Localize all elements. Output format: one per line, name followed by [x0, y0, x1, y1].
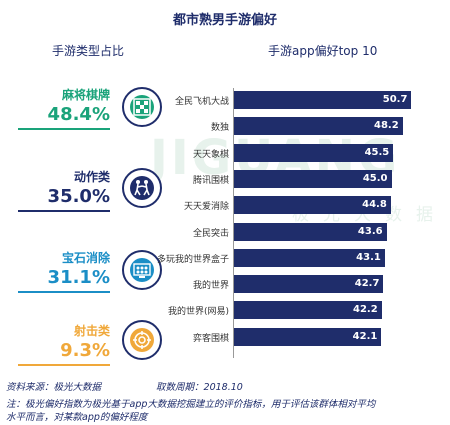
- bar-value: 50.7: [382, 94, 408, 105]
- bar-value: 48.2: [374, 120, 399, 132]
- category-shooter: 射击类 9.3%: [0, 322, 110, 366]
- left-section-title: 手游类型占比: [52, 44, 125, 58]
- category-pct: 31.1%: [47, 267, 110, 288]
- mahjong-icon: [133, 98, 151, 116]
- bar-label: 弈客围棋: [192, 333, 229, 344]
- bar: [234, 248, 385, 267]
- bar: [234, 222, 387, 241]
- mahjong-icon-badge: [122, 87, 162, 127]
- category-name: 射击类: [73, 324, 110, 338]
- bar-label: 我的世界: [192, 281, 229, 292]
- gem-grid-icon: [133, 263, 151, 278]
- shooter-icon-badge: [122, 320, 162, 360]
- category-underline: [18, 291, 110, 293]
- bar-label: 全民飞机大战: [174, 97, 229, 107]
- bar-value: 42.7: [354, 278, 380, 290]
- bar-value: 42.1: [352, 330, 378, 342]
- bar: [234, 169, 392, 188]
- bar-label: 数独: [210, 123, 229, 134]
- action-icon-badge: [122, 168, 162, 208]
- period-text: 取数周期：2018.10: [156, 382, 243, 393]
- footer-note2: 水平而言，对某款app的偏好程度: [6, 412, 148, 423]
- right-section-title: 手游app偏好top 10: [268, 44, 378, 58]
- bar: [234, 117, 403, 136]
- category-pct: 48.4%: [47, 104, 110, 125]
- crosshair-icon: [133, 331, 151, 349]
- category-underline: [18, 364, 110, 366]
- category-mahjong: 麻将棋牌 48.4%: [0, 86, 110, 130]
- bar-label: 全民突击: [192, 228, 229, 239]
- category-pct: 35.0%: [47, 186, 110, 207]
- bar-label: 腾讯围棋: [192, 175, 229, 186]
- y-axis-line: [233, 88, 234, 358]
- match-icon-badge: [122, 250, 162, 290]
- fighting-icon: [134, 180, 150, 196]
- bar: [234, 91, 412, 109]
- category-name: 宝石消除: [61, 251, 110, 265]
- bar-label: 多玩我的世界盒子: [156, 254, 229, 265]
- category-name: 麻将棋牌: [61, 88, 110, 102]
- bar: [234, 196, 391, 215]
- category-pct: 9.3%: [60, 340, 110, 361]
- bar-label: 天天象棋: [192, 149, 229, 160]
- bar-label: 天天爱消除: [183, 202, 229, 213]
- category-action: 动作类 35.0%: [0, 168, 110, 212]
- bar: [234, 327, 382, 346]
- footer-source: 资料来源：极光大数据 取数周期：2018.10: [6, 379, 243, 393]
- category-underline: [18, 210, 110, 212]
- badge-fill: [130, 176, 154, 200]
- bar-value: 44.8: [362, 199, 387, 211]
- bar: [234, 275, 384, 294]
- category-match: 宝石消除 31.1%: [0, 249, 110, 293]
- bar-value: 45.0: [362, 172, 388, 184]
- bar-value: 42.2: [353, 304, 378, 316]
- bar-value: 43.1: [356, 251, 381, 263]
- category-underline: [18, 128, 110, 130]
- footer-note1: 注：极光偏好指数为极光基于app大数据挖掘建立的评价指标，用于评估该群体相对平均: [6, 399, 376, 410]
- source-text: 资料来源：极光大数据: [6, 382, 102, 393]
- bar-label: 我的世界(网易): [167, 307, 229, 318]
- bar: [234, 301, 382, 320]
- bar-value: 43.6: [357, 225, 383, 237]
- bar-value: 45.5: [364, 146, 390, 158]
- category-name: 动作类: [73, 170, 110, 184]
- bar: [234, 143, 394, 162]
- page-title: 都市熟男手游偏好: [172, 13, 277, 28]
